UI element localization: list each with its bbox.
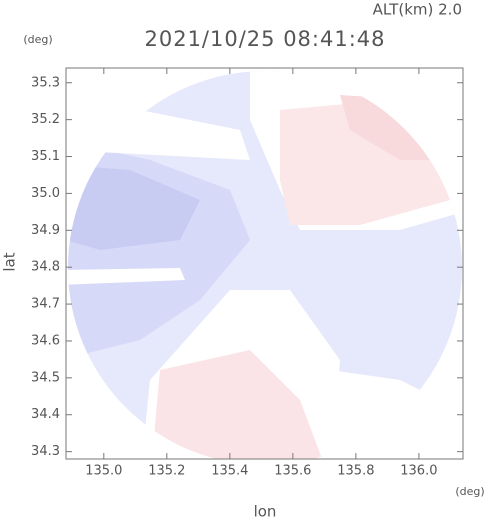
y-tick-label: 34.8 (31, 260, 60, 275)
y-tick-label: 34.9 (31, 223, 60, 238)
altitude-label: ALT(km) 2.0 (373, 1, 462, 19)
y-tick-label: 34.5 (31, 370, 60, 385)
x-tick-label: 136.0 (400, 464, 437, 479)
y-tick-label: 35.3 (31, 75, 60, 90)
x-tick-label: 135.0 (85, 464, 122, 479)
y-tick-label: 34.6 (31, 333, 60, 348)
x-axis-label: lon (254, 503, 277, 521)
y-tick-label: 34.4 (31, 407, 60, 422)
y-tick-label: 34.7 (31, 297, 60, 312)
x-tick-label: 135.2 (148, 464, 185, 479)
chart-title: 2021/10/25 08:41:48 (144, 27, 385, 51)
y-tick-label: 35.1 (31, 149, 60, 164)
radar-field (68, 71, 462, 459)
y-tick-label: 35.2 (31, 112, 60, 127)
y-axis-label: lat (1, 252, 19, 271)
x-tick-label: 135.6 (274, 464, 311, 479)
y-tick-label: 35.0 (31, 186, 60, 201)
plot-frame (65, 67, 464, 460)
x-tick-label: 135.8 (337, 464, 374, 479)
y-tick-label: 34.3 (31, 444, 60, 459)
x-unit: (deg) (455, 485, 484, 498)
y-unit: (deg) (23, 33, 52, 46)
x-tick-label: 135.4 (211, 464, 248, 479)
